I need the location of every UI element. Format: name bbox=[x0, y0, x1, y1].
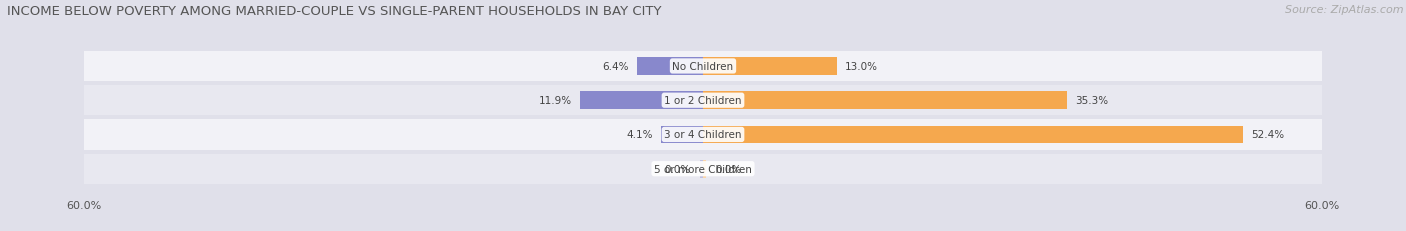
Text: 5 or more Children: 5 or more Children bbox=[654, 164, 752, 174]
Bar bbox=[703, 160, 706, 178]
Bar bbox=[703, 126, 1243, 144]
Bar bbox=[84, 120, 1322, 150]
Text: 6.4%: 6.4% bbox=[602, 62, 628, 72]
Text: 3 or 4 Children: 3 or 4 Children bbox=[664, 130, 742, 140]
Text: 13.0%: 13.0% bbox=[845, 62, 879, 72]
Bar bbox=[700, 160, 703, 178]
Text: 4.1%: 4.1% bbox=[626, 130, 652, 140]
Bar bbox=[661, 126, 703, 144]
Text: 52.4%: 52.4% bbox=[1251, 130, 1285, 140]
Bar bbox=[84, 154, 1322, 184]
Bar bbox=[84, 52, 1322, 82]
Bar bbox=[637, 58, 703, 76]
Text: Source: ZipAtlas.com: Source: ZipAtlas.com bbox=[1285, 5, 1403, 15]
Text: 0.0%: 0.0% bbox=[665, 164, 690, 174]
Text: No Children: No Children bbox=[672, 62, 734, 72]
Text: 1 or 2 Children: 1 or 2 Children bbox=[664, 96, 742, 106]
Text: 11.9%: 11.9% bbox=[538, 96, 572, 106]
Bar bbox=[84, 86, 1322, 116]
Bar bbox=[703, 92, 1067, 110]
Text: INCOME BELOW POVERTY AMONG MARRIED-COUPLE VS SINGLE-PARENT HOUSEHOLDS IN BAY CIT: INCOME BELOW POVERTY AMONG MARRIED-COUPL… bbox=[7, 5, 662, 18]
Bar bbox=[581, 92, 703, 110]
Text: 35.3%: 35.3% bbox=[1076, 96, 1108, 106]
Bar bbox=[703, 58, 837, 76]
Text: 0.0%: 0.0% bbox=[716, 164, 741, 174]
